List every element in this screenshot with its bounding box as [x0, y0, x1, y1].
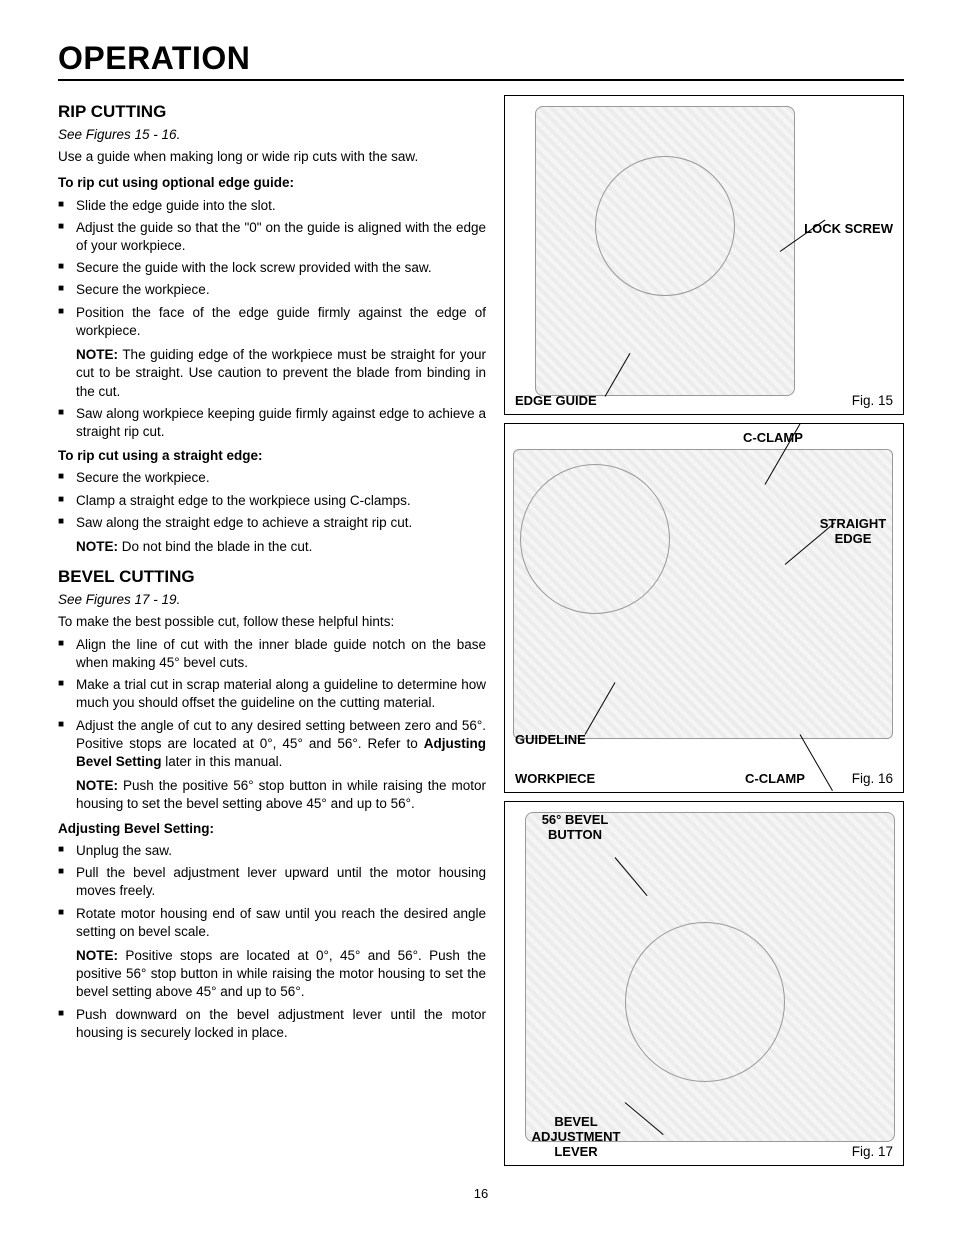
note-straight-edge: NOTE: Do not bind the blade in the cut. [58, 538, 486, 556]
section-heading-bevel: BEVEL CUTTING [58, 566, 486, 589]
list-item: Rotate motor housing end of saw until yo… [58, 905, 486, 941]
subhead-optional-guide: To rip cut using optional edge guide: [58, 174, 486, 192]
label-workpiece: WORKPIECE [515, 771, 595, 786]
list-item: Secure the workpiece. [58, 281, 486, 299]
note-text: Push the positive 56° stop button in whi… [76, 778, 486, 811]
page-container: OPERATION RIP CUTTING See Figures 15 - 1… [0, 0, 954, 1231]
list-item: Unplug the saw. [58, 842, 486, 860]
bevel-intro: To make the best possible cut, follow th… [58, 613, 486, 631]
list-item: Adjust the guide so that the "0" on the … [58, 219, 486, 255]
figure-15: LOCK SCREW EDGE GUIDE Fig. 15 [504, 95, 904, 415]
saw-blade-shape [520, 464, 670, 614]
note-text: The guiding edge of the workpiece must b… [76, 347, 486, 398]
list-item: Position the face of the edge guide firm… [58, 304, 486, 340]
figure-number: Fig. 16 [852, 771, 893, 786]
list-item: Secure the guide with the lock screw pro… [58, 259, 486, 277]
subhead-adjusting-bevel: Adjusting Bevel Setting: [58, 820, 486, 838]
label-lock-screw: LOCK SCREW [804, 221, 893, 236]
note-label: NOTE: [76, 539, 118, 554]
label-guideline: GUIDELINE [515, 732, 586, 747]
section-heading-rip: RIP CUTTING [58, 101, 486, 124]
note-adjusting-bevel: NOTE: Positive stops are located at 0°, … [58, 947, 486, 1002]
rip-intro: Use a guide when making long or wide rip… [58, 148, 486, 166]
label-c-clamp-top: C-CLAMP [743, 430, 803, 445]
list-bevel-hints: Align the line of cut with the inner bla… [58, 636, 486, 772]
figure-number: Fig. 17 [852, 1144, 893, 1159]
page-number: 16 [58, 1186, 904, 1201]
list-item: Saw along workpiece keeping guide firmly… [58, 405, 486, 441]
list-item: Push downward on the bevel adjustment le… [58, 1006, 486, 1042]
list-adjusting-bevel-cont: Push downward on the bevel adjustment le… [58, 1006, 486, 1042]
figure-17: 56° BEVEL BUTTON BEVEL ADJUSTMENT LEVER … [504, 801, 904, 1166]
label-bevel-lever: BEVEL ADJUSTMENT LEVER [521, 1114, 631, 1159]
figure-number: Fig. 15 [852, 393, 893, 408]
list-item: Pull the bevel adjustment lever upward u… [58, 864, 486, 900]
note-optional-guide: NOTE: The guiding edge of the workpiece … [58, 346, 486, 401]
list-item: Clamp a straight edge to the workpiece u… [58, 492, 486, 510]
list-adjusting-bevel: Unplug the saw. Pull the bevel adjustmen… [58, 842, 486, 941]
two-column-layout: RIP CUTTING See Figures 15 - 16. Use a g… [58, 95, 904, 1174]
figure-16: C-CLAMP STRAIGHT EDGE GUIDELINE WORKPIEC… [504, 423, 904, 793]
list-item: Align the line of cut with the inner bla… [58, 636, 486, 672]
list-item: Make a trial cut in scrap material along… [58, 676, 486, 712]
bevel-dial-shape [625, 922, 785, 1082]
label-c-clamp-bottom: C-CLAMP [745, 771, 805, 786]
list-optional-guide-cont: Saw along workpiece keeping guide firmly… [58, 405, 486, 441]
list-item: Saw along the straight edge to achieve a… [58, 514, 486, 532]
see-figures-rip: See Figures 15 - 16. [58, 126, 486, 144]
list-optional-guide: Slide the edge guide into the slot. Adju… [58, 197, 486, 341]
note-bevel-hint: NOTE: Push the positive 56° stop button … [58, 777, 486, 813]
label-edge-guide: EDGE GUIDE [515, 393, 597, 408]
see-figures-bevel: See Figures 17 - 19. [58, 591, 486, 609]
list-item: Adjust the angle of cut to any desired s… [58, 717, 486, 772]
list-item: Secure the workpiece. [58, 469, 486, 487]
text-part: later in this manual. [162, 754, 283, 769]
page-title: OPERATION [58, 40, 904, 77]
figure-column: LOCK SCREW EDGE GUIDE Fig. 15 C-CLAMP ST… [504, 95, 904, 1174]
label-bevel-button: 56° BEVEL BUTTON [535, 812, 615, 842]
note-text: Positive stops are located at 0°, 45° an… [76, 948, 486, 999]
note-text: Do not bind the blade in the cut. [122, 539, 313, 554]
saw-blade-shape [595, 156, 735, 296]
list-item: Slide the edge guide into the slot. [58, 197, 486, 215]
note-label: NOTE: [76, 347, 118, 362]
note-label: NOTE: [76, 778, 118, 793]
list-straight-edge: Secure the workpiece. Clamp a straight e… [58, 469, 486, 532]
text-column: RIP CUTTING See Figures 15 - 16. Use a g… [58, 95, 486, 1174]
label-straight-edge: STRAIGHT EDGE [813, 516, 893, 546]
title-rule [58, 79, 904, 81]
note-label: NOTE: [76, 948, 118, 963]
subhead-straight-edge: To rip cut using a straight edge: [58, 447, 486, 465]
